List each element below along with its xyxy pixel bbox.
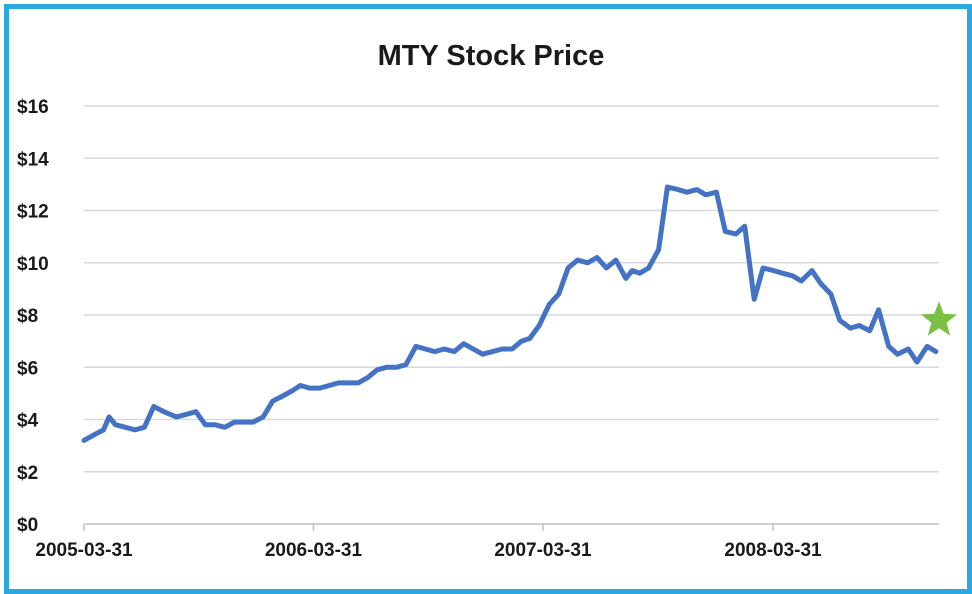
y-tick-label: $0 bbox=[17, 515, 38, 536]
x-tick-label: 2008-03-31 bbox=[724, 540, 822, 561]
x-tick-label: 2006-03-31 bbox=[265, 540, 363, 561]
y-tick-label: $8 bbox=[17, 306, 38, 327]
stock-price-chart: MTY Stock Price $0 $2 $4 $6 $8 $10 $12 $14 $16 2… bbox=[17, 40, 958, 561]
chart-frame: MTY Stock Price $0 $2 $4 $6 $8 $10 $12 $14 $16 2… bbox=[4, 4, 972, 594]
star-marker bbox=[920, 301, 958, 336]
annotations bbox=[920, 301, 958, 336]
y-tick-label: $4 bbox=[17, 411, 39, 432]
y-tick-label: $16 bbox=[17, 97, 49, 118]
y-tick-label: $12 bbox=[17, 202, 49, 223]
y-axis-ticks: $0 $2 $4 $6 $8 $10 $12 $14 $16 bbox=[17, 97, 49, 536]
y-tick-label: $6 bbox=[17, 358, 38, 379]
chart-title: MTY Stock Price bbox=[378, 40, 605, 72]
series-layer bbox=[81, 184, 939, 443]
price-line bbox=[81, 184, 939, 443]
x-tick-label: 2007-03-31 bbox=[494, 540, 592, 561]
y-tick-label: $14 bbox=[17, 149, 49, 170]
y-tick-label: $10 bbox=[17, 254, 49, 275]
gridlines bbox=[84, 105, 939, 473]
x-tick-label: 2005-03-31 bbox=[35, 540, 133, 561]
y-tick-label: $2 bbox=[17, 463, 38, 484]
x-axis: 2005-03-31 2006-03-31 2007-03-31 2008-03-31 bbox=[35, 523, 939, 561]
